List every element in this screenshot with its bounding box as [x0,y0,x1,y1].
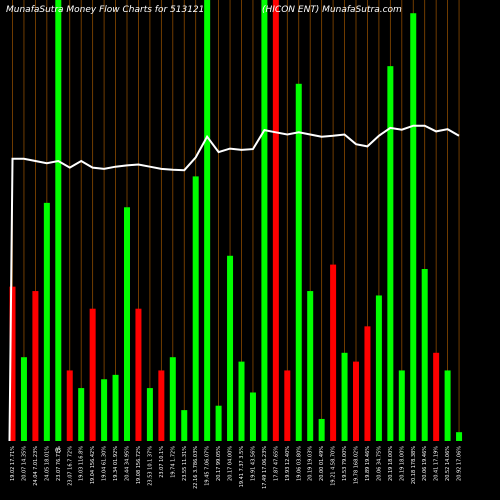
x-tick-label: 24.04 7.01.23% [33,446,39,486]
x-tick-label: 23.53 10.1 37% [147,446,153,486]
x-tick-label: 19.04 156.42% [90,446,96,484]
x-tick-label: 19.93 12.40% [285,446,291,481]
money-flow-bar [238,361,245,441]
chart-title: MunafaSutra Money Flow Charts for 513121 [6,5,204,15]
x-tick-label: 20.19 18.00% [399,446,405,481]
x-tick-label: 20.19 19.03% [308,446,314,481]
x-tick-label: 19.06 03.80% [296,446,302,481]
money-flow-bar [135,308,142,441]
x-tick-label: 20.19 18.00% [388,446,394,481]
money-flow-bar [456,432,463,441]
x-tick-label: 17.49 17.06.23% [262,446,268,489]
money-flow-bar [318,418,325,441]
money-flow-bar [78,388,85,441]
money-flow-bar [55,0,62,441]
money-flow-bar [307,291,314,441]
x-tick-label: 19.02 17.71% [10,446,16,481]
x-tick-label: 20.00 01.49% [319,446,325,481]
money-flow-bar [89,308,96,441]
x-tick-label: 23.55 11.31% [182,446,188,481]
x-tick-label: 20.41 17.19% [434,446,440,481]
money-flow-bar [375,295,382,441]
x-tick-label: 23.07 16.7 72% [67,446,73,486]
money-flow-bar [330,264,337,441]
money-flow-bar [192,176,199,441]
x-tick-label: 19.08 156.72% [136,446,142,484]
money-flow-line [8,124,460,442]
x-tick-label: 23.07 10.1% [159,446,165,478]
x-tick-label: 19.41 7.37 3.5% [239,446,245,488]
money-flow-bar [444,370,451,441]
bars [9,0,463,442]
money-flow-bar [32,291,39,441]
x-tick-label: 20.52 14.06% [445,446,451,481]
money-flow-bar [284,370,291,441]
x-tick-label: 20.07 14.35% [21,446,27,481]
x-tick-label: 19.03 116.8% [79,446,85,481]
money-flow-bar [215,405,222,441]
x-tick-label: 19.45 7.06.07% [205,446,211,486]
x-tick-label: 19.74 1.72% [170,446,176,478]
money-flow-bar [398,370,405,441]
x-tick-label: 20.06 34.75% [376,446,382,481]
x-tick-label: 20.44 34.95% [125,446,131,481]
x-tick-label: 17.87 47.65% [273,446,279,481]
x-tick-label: 22.16 3.786.03% [193,446,199,489]
extra-tick-label: 05 [55,448,61,454]
money-flow-bar [9,286,16,441]
x-tick-label: 20.17 99.05% [216,446,222,481]
x-tick-label: 19.91 43.56% [250,446,256,481]
money-flow-bar [227,255,234,441]
x-tick-label: 20.06 19.46% [422,446,428,481]
money-flow-bar [295,83,302,441]
x-tick-label: 19.89 19.46% [365,446,371,481]
x-tick-label: 20.17 04.00% [228,446,234,481]
money-flow-bar [341,352,348,441]
x-tick-label: 19.34 01.92% [113,446,119,481]
money-flow-bar [204,0,211,441]
money-flow-bar [261,0,268,441]
money-flow-bar [66,370,73,441]
money-flow-bar [169,357,176,441]
money-flow-bar [410,13,417,441]
money-flow-bar [20,357,27,441]
money-flow-bar [272,0,279,441]
x-tick-label: 19.53 79.00% [342,446,348,481]
money-flow-bar [387,66,394,442]
money-flow-bar [249,392,256,441]
money-flow-bar [433,352,440,441]
money-flow-bar [364,326,371,441]
x-tick-labels: 19.02 17.71% 20.07 14.35% 24.04 7.01.23% 24… [10,446,463,489]
money-flow-bar [112,374,119,441]
money-flow-bar [146,388,153,441]
money-flow-bar [43,202,50,441]
money-flow-bar [181,410,188,441]
chart-subtitle: (HICON ENT) MunafaSutra.com [262,5,402,15]
x-tick-label: 19.04 61.30% [102,446,108,481]
x-tick-label: 24.05 18.01% [44,446,50,481]
money-flow-bar [124,207,130,441]
money-flow-bar [101,379,108,441]
x-tick-label: 19.21 4.58.70% [331,446,337,486]
x-tick-label: 19.78 168.02% [354,446,360,484]
x-tick-label: 23.07 76.71% [56,446,62,481]
money-flow-bar [158,370,165,441]
x-tick-label: 20.92 17.06% [457,446,463,481]
money-flow-bar [353,361,359,441]
x-tick-label: 20.18 178.38% [411,446,417,484]
money-flow-bar [421,269,428,441]
